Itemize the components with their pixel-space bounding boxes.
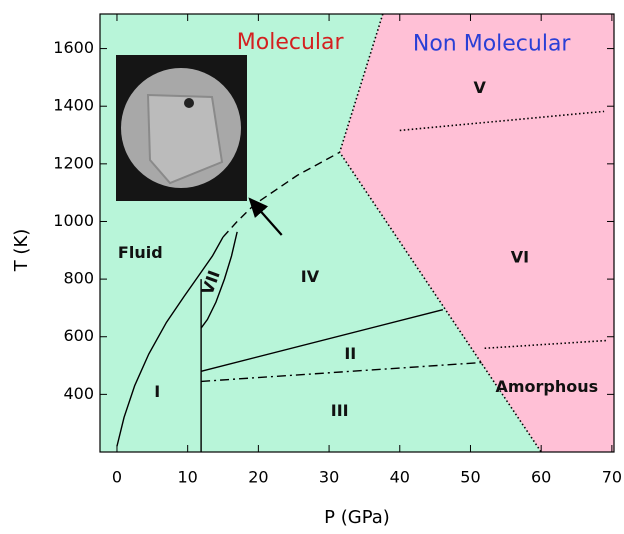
region-label: Fluid: [118, 243, 163, 262]
x-tick-label: 20: [248, 468, 268, 487]
x-tick-label: 40: [390, 468, 410, 487]
y-tick-label: 1600: [53, 38, 94, 57]
y-tick-label: 800: [63, 269, 94, 288]
region-label: VI: [511, 247, 529, 266]
y-tick-label: 400: [63, 384, 94, 403]
x-tick-label: 70: [602, 468, 622, 487]
region-label: IV: [301, 267, 320, 286]
region-label: V: [473, 78, 486, 97]
y-tick-label: 1000: [53, 211, 94, 230]
region-label: Molecular: [237, 30, 345, 55]
ruby-chip: [184, 98, 194, 108]
x-axis-label: P (GPa): [324, 507, 390, 528]
region-label: Amorphous: [495, 377, 598, 396]
x-tick-label: 60: [531, 468, 551, 487]
region-label: II: [344, 344, 356, 363]
y-axis-label: T (K): [11, 229, 32, 273]
y-tick-label: 1400: [53, 96, 94, 115]
x-tick-label: 50: [460, 468, 480, 487]
x-tick-label: 10: [177, 468, 197, 487]
chart: MolecularNon MolecularVVIIVIIIIIIFluidVI…: [0, 0, 624, 530]
inset-photo: [116, 55, 247, 201]
y-tick-label: 1200: [53, 153, 94, 172]
region-label: I: [154, 382, 160, 401]
region-label: III: [331, 401, 349, 420]
y-tick-label: 600: [63, 326, 94, 345]
region-label: Non Molecular: [413, 32, 572, 57]
x-tick-label: 0: [112, 468, 122, 487]
x-tick-label: 30: [319, 468, 339, 487]
